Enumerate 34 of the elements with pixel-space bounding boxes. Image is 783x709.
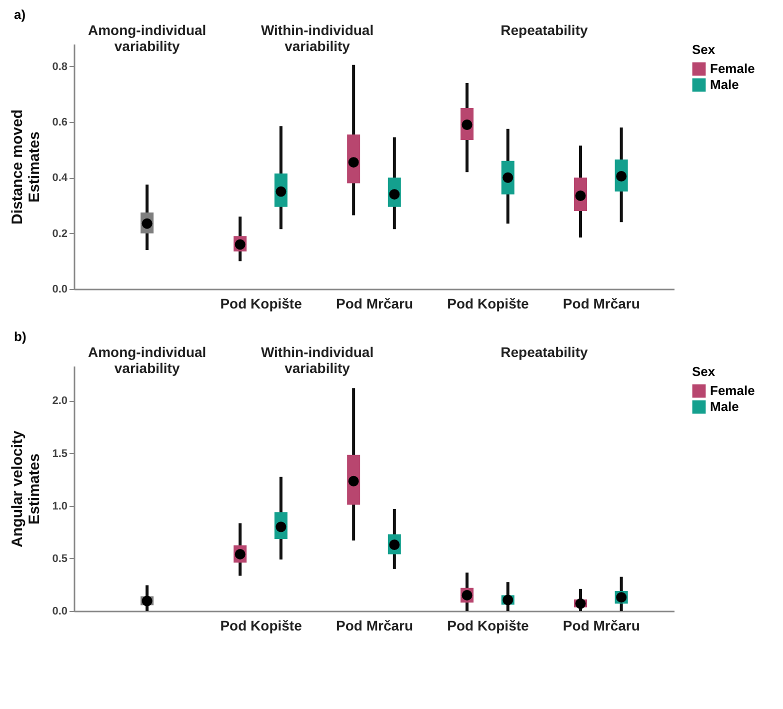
annotation: Among-individual variability: [88, 22, 206, 54]
x-tick-label: Pod Kopište: [220, 618, 302, 634]
text: Repeatability: [500, 22, 588, 38]
x-tick-label: Pod Kopište: [447, 618, 530, 634]
y-tick-label: 1.5: [52, 448, 68, 460]
annotation: Within-individual variability: [260, 344, 374, 376]
legend-title: Sex: [692, 42, 716, 57]
x-tick-label: Pod Mrčaru: [562, 296, 640, 312]
y-tick-label: 0.5: [52, 552, 68, 565]
x-tick-label: Pod Mrčaru: [336, 618, 414, 634]
x-tick-label: Pod Mrčaru: [336, 296, 414, 312]
legend-label: Male: [710, 77, 739, 92]
annotation: Among-individual variability: [88, 344, 206, 376]
y-tick-label: 0.2: [52, 228, 68, 240]
legend-title: Sex: [692, 364, 716, 379]
chart-title: b): [14, 329, 26, 344]
y-tick-label: 0.8: [52, 60, 68, 73]
y-axis-title: Angular velocity Estimates: [9, 430, 44, 548]
text: Repeatability: [500, 344, 588, 360]
x-tick-label: Pod Kopište: [220, 296, 302, 312]
y-tick-label: 1.0: [52, 500, 68, 512]
legend-label: Female: [710, 383, 755, 398]
y-tick-label: 0.6: [52, 116, 68, 128]
legend-label: Male: [710, 399, 739, 414]
y-axis-title: Distance moved Estimates: [9, 109, 44, 225]
y-tick-label: 0.0: [52, 284, 68, 296]
annotation: Within-individual variability: [260, 22, 374, 54]
legend-label: Female: [710, 61, 755, 76]
y-tick-label: 0.4: [52, 172, 68, 184]
x-tick-label: Pod Mrčaru: [562, 618, 640, 634]
chart-title: a): [14, 7, 26, 22]
y-tick-label: 2.0: [52, 395, 68, 408]
y-tick-label: 0.0: [52, 606, 68, 618]
x-tick-label: Pod Kopište: [447, 296, 530, 312]
